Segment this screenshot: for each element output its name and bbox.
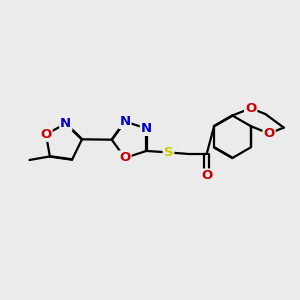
Text: O: O [119,152,130,164]
Text: S: S [164,146,173,159]
Text: O: O [263,127,275,140]
Text: N: N [141,122,152,135]
Text: N: N [119,115,130,128]
Text: O: O [245,102,256,115]
Text: O: O [201,169,212,182]
Text: O: O [40,128,52,141]
Text: N: N [60,117,71,130]
